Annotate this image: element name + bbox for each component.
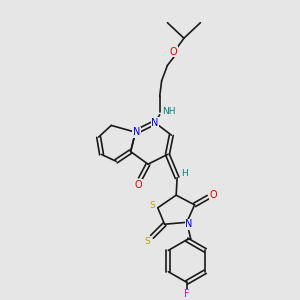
Text: N: N [133, 127, 140, 137]
Text: NH: NH [162, 107, 175, 116]
Text: S: S [149, 201, 155, 210]
Text: H: H [182, 169, 188, 178]
Text: O: O [169, 47, 177, 57]
Text: S: S [144, 237, 150, 246]
Text: O: O [135, 179, 142, 190]
Text: F: F [184, 289, 190, 299]
Text: N: N [185, 219, 192, 229]
Text: N: N [151, 118, 158, 128]
Text: O: O [209, 190, 217, 200]
